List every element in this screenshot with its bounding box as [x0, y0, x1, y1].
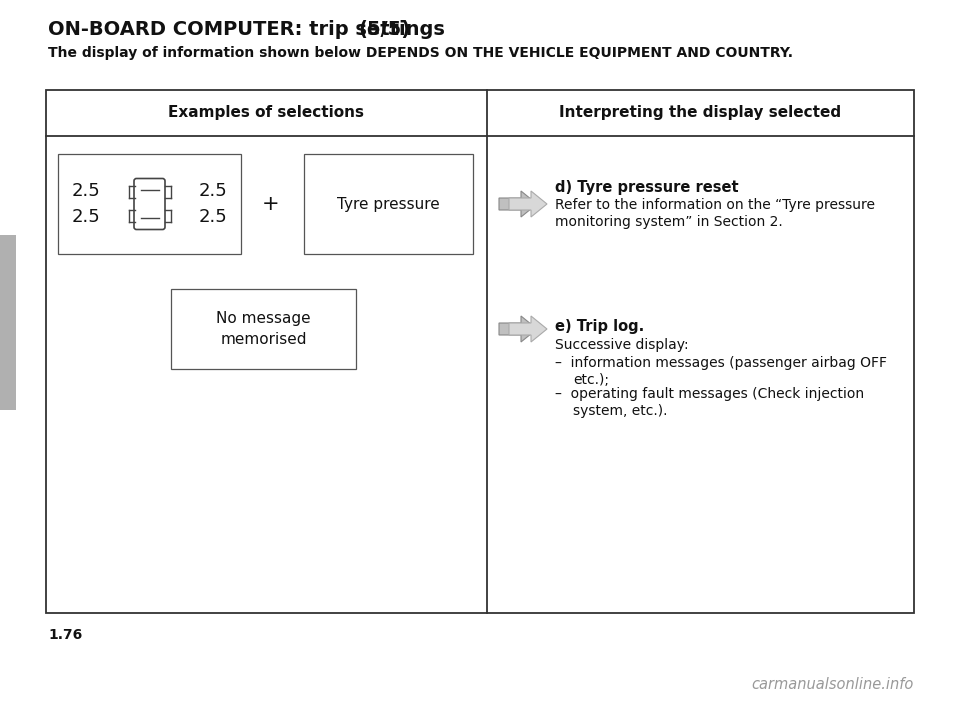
Text: etc.);: etc.);	[573, 373, 609, 387]
Text: memorised: memorised	[220, 332, 307, 346]
Text: d) Tyre pressure reset: d) Tyre pressure reset	[555, 180, 738, 195]
Text: The display of information shown below DEPENDS ON THE VEHICLE EQUIPMENT AND COUN: The display of information shown below D…	[48, 46, 793, 60]
Bar	[304, 154, 473, 254]
Text: ON-BOARD COMPUTER: trip settings: ON-BOARD COMPUTER: trip settings	[48, 20, 451, 39]
Text: –  information messages (passenger airbag OFF: – information messages (passenger airbag…	[555, 356, 887, 370]
Text: Successive display:: Successive display:	[555, 338, 688, 352]
Bar	[58, 154, 241, 254]
Bar	[0, 235, 16, 410]
Text: 2.5: 2.5	[199, 208, 227, 226]
Text: Examples of selections: Examples of selections	[169, 106, 365, 121]
Text: –  operating fault messages (Check injection: – operating fault messages (Check inject…	[555, 387, 864, 401]
Polygon shape	[509, 191, 547, 217]
Text: e) Trip log.: e) Trip log.	[555, 319, 644, 334]
Text: monitoring system” in Section 2.: monitoring system” in Section 2.	[555, 215, 782, 229]
Text: No message: No message	[216, 312, 311, 327]
Text: 2.5: 2.5	[199, 182, 227, 200]
Text: 1.76: 1.76	[48, 628, 83, 642]
Text: 2.5: 2.5	[72, 208, 101, 226]
Bar	[46, 90, 914, 613]
Bar	[171, 289, 356, 369]
Text: system, etc.).: system, etc.).	[573, 404, 667, 418]
Text: 2.5: 2.5	[72, 182, 101, 200]
Text: Refer to the information on the “Tyre pressure: Refer to the information on the “Tyre pr…	[555, 198, 875, 212]
Text: (5/5): (5/5)	[358, 20, 410, 39]
Text: +: +	[262, 194, 279, 214]
Polygon shape	[509, 316, 547, 342]
Polygon shape	[499, 191, 537, 217]
Text: carmanualsonline.info: carmanualsonline.info	[752, 677, 914, 692]
FancyBboxPatch shape	[134, 178, 165, 229]
Polygon shape	[499, 316, 537, 342]
Text: Interpreting the display selected: Interpreting the display selected	[560, 106, 842, 121]
Text: Tyre pressure: Tyre pressure	[337, 197, 440, 212]
